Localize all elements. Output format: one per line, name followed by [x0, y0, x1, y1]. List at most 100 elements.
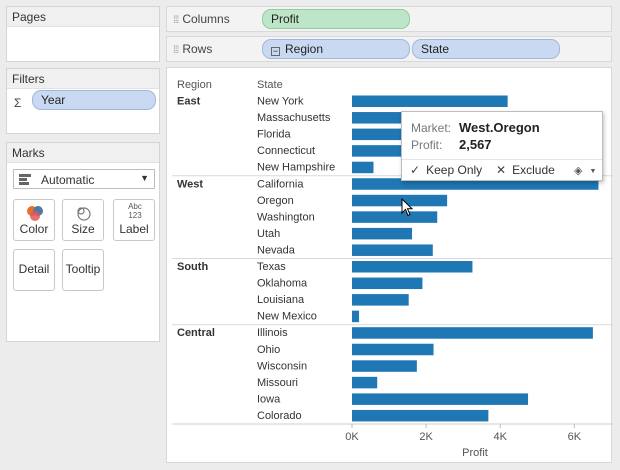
label-label: Label	[119, 222, 149, 236]
state-label: New York	[257, 96, 304, 108]
x-tick-label: 0K	[345, 431, 359, 443]
bar[interactable]	[352, 227, 413, 240]
label-icon: Abc 123	[128, 202, 142, 220]
mouse-cursor-icon	[401, 198, 414, 217]
state-label: Ohio	[257, 344, 280, 356]
region-header: Region	[177, 79, 212, 91]
exclude-button[interactable]: ✕ Exclude	[496, 163, 555, 179]
state-label: Utah	[257, 228, 280, 240]
rows-shelf[interactable]: ⁞⁞⁞ Rows − Region State	[166, 36, 612, 62]
tooltip-profit-value: 2,567	[459, 137, 492, 152]
chevron-down-icon: ▼	[140, 173, 149, 183]
filters-title: Filters	[7, 69, 159, 89]
state-label: Missouri	[257, 377, 298, 389]
state-label: Florida	[257, 129, 292, 141]
bar[interactable]	[352, 211, 438, 223]
filter-pill-year-label: Year	[41, 93, 66, 107]
state-label: New Hampshire	[257, 162, 335, 174]
state-label: Wisconsin	[257, 360, 307, 372]
filters-card: Filters Σ Year	[6, 68, 160, 134]
color-label: Color	[19, 222, 49, 236]
state-label: Oklahoma	[257, 278, 308, 290]
bar[interactable]	[352, 145, 406, 157]
keep-only-label: Keep Only	[426, 163, 483, 177]
marks-title: Marks	[7, 143, 159, 163]
bar[interactable]	[352, 178, 599, 190]
size-icon	[77, 207, 91, 221]
size-button[interactable]: Size	[62, 199, 104, 241]
state-label: Washington	[257, 211, 315, 223]
bar[interactable]	[352, 95, 508, 108]
x-tick-label: 2K	[419, 431, 433, 443]
tooltip-label: Tooltip	[65, 262, 101, 276]
bar[interactable]	[352, 128, 408, 141]
tooltip-market-value: West.Oregon	[459, 120, 540, 135]
columns-shelf-label: ⁞⁞⁞ Columns	[173, 12, 230, 26]
detail-label: Detail	[18, 262, 50, 276]
bar[interactable]	[352, 161, 374, 174]
state-label: Colorado	[257, 410, 302, 422]
state-header: State	[257, 79, 283, 91]
label-button[interactable]: Abc 123 Label	[113, 199, 155, 241]
state-label: California	[257, 178, 304, 190]
tooltip-menu-button[interactable]: ◈ ▼	[574, 164, 596, 177]
tooltip-market-label: Market:	[411, 121, 452, 135]
color-button[interactable]: Color	[13, 199, 55, 241]
exclude-label: Exclude	[512, 163, 555, 177]
x-tick-label: 6K	[568, 431, 582, 443]
column-pill-profit-label: Profit	[271, 12, 300, 26]
bar[interactable]	[352, 327, 593, 339]
row-pill-region-label: Region	[285, 42, 324, 56]
bar[interactable]	[352, 244, 433, 256]
state-label: Massachusetts	[257, 112, 331, 124]
keep-only-button[interactable]: ✓ Keep Only	[410, 163, 482, 179]
bar[interactable]	[352, 393, 529, 405]
x-axis-title: Profit	[462, 447, 488, 459]
svg-text:Abc: Abc	[128, 202, 142, 211]
state-label: Iowa	[257, 393, 281, 405]
column-pill-profit[interactable]: Profit	[262, 9, 410, 29]
region-label: West	[177, 178, 203, 190]
menu-arrow-icon: ▼	[589, 168, 597, 175]
bar[interactable]	[352, 409, 489, 422]
x-tick-label: 4K	[494, 431, 508, 443]
bar[interactable]	[352, 112, 410, 124]
bar[interactable]	[352, 294, 409, 306]
check-icon: ✓	[410, 163, 421, 177]
state-label: New Mexico	[257, 311, 317, 323]
marks-card: Marks Automatic ▼ Color Size Abc 123 Lab…	[6, 142, 160, 342]
exclude-x-icon: ✕	[496, 163, 507, 177]
row-pill-region[interactable]: − Region	[262, 39, 410, 59]
state-label: Connecticut	[257, 145, 315, 157]
bar[interactable]	[352, 343, 434, 356]
state-label: Texas	[257, 261, 286, 273]
filter-pill-year[interactable]: Year	[32, 90, 156, 110]
bar[interactable]	[352, 261, 473, 273]
tooltip-button[interactable]: Tooltip	[62, 249, 104, 291]
row-pill-state[interactable]: State	[412, 39, 560, 59]
bar[interactable]	[352, 194, 448, 207]
bar-chart-icon	[19, 174, 33, 188]
rows-shelf-label: ⁞⁞⁞ Rows	[173, 42, 213, 56]
columns-shelf[interactable]: ⁞⁞⁞ Columns Profit	[166, 6, 612, 32]
columns-grip-icon: ⁞⁞⁞	[173, 15, 179, 26]
region-label: South	[177, 261, 208, 273]
size-label: Size	[71, 222, 95, 236]
sigma-icon: Σ	[14, 96, 22, 110]
state-label: Louisiana	[257, 294, 305, 306]
color-icon	[27, 206, 43, 221]
detail-button[interactable]: Detail	[13, 249, 55, 291]
bar[interactable]	[352, 360, 417, 372]
region-label: Central	[177, 327, 215, 339]
collapse-icon: −	[271, 46, 280, 56]
bar[interactable]	[352, 277, 423, 290]
viz-pane: Region State East New York Massachusetts Flor…	[166, 67, 613, 463]
state-label: Nevada	[257, 244, 296, 256]
mark-type-label: Automatic	[41, 173, 95, 187]
tooltip-divider	[402, 159, 602, 160]
pages-card: Pages	[6, 6, 160, 62]
svg-text:123: 123	[128, 211, 142, 220]
bar[interactable]	[352, 310, 360, 323]
mark-type-dropdown[interactable]: Automatic ▼	[13, 169, 155, 189]
bar[interactable]	[352, 376, 378, 389]
